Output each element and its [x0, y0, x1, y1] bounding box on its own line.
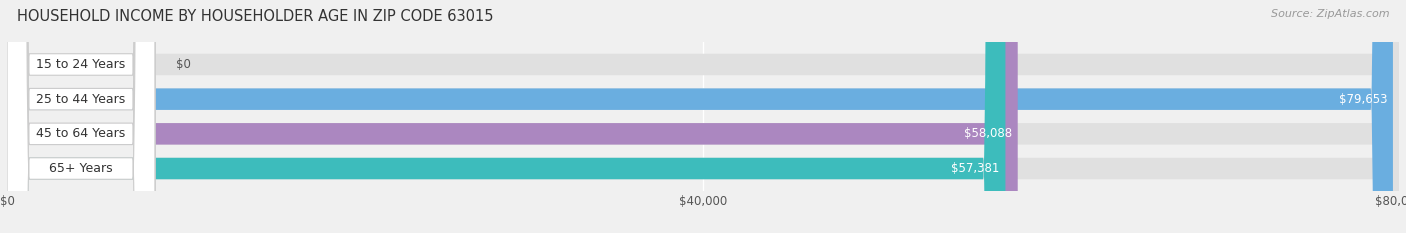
Text: 25 to 44 Years: 25 to 44 Years — [37, 93, 125, 106]
Text: HOUSEHOLD INCOME BY HOUSEHOLDER AGE IN ZIP CODE 63015: HOUSEHOLD INCOME BY HOUSEHOLDER AGE IN Z… — [17, 9, 494, 24]
Text: $79,653: $79,653 — [1339, 93, 1388, 106]
Text: 45 to 64 Years: 45 to 64 Years — [37, 127, 125, 140]
Text: 65+ Years: 65+ Years — [49, 162, 112, 175]
Text: 15 to 24 Years: 15 to 24 Years — [37, 58, 125, 71]
FancyBboxPatch shape — [7, 0, 155, 233]
Text: $58,088: $58,088 — [965, 127, 1012, 140]
FancyBboxPatch shape — [7, 0, 1399, 233]
FancyBboxPatch shape — [7, 0, 1393, 233]
FancyBboxPatch shape — [7, 0, 155, 233]
FancyBboxPatch shape — [7, 0, 155, 233]
Text: Source: ZipAtlas.com: Source: ZipAtlas.com — [1271, 9, 1389, 19]
FancyBboxPatch shape — [7, 0, 1399, 233]
FancyBboxPatch shape — [7, 0, 155, 233]
FancyBboxPatch shape — [7, 0, 1399, 233]
Text: $57,381: $57,381 — [952, 162, 1000, 175]
FancyBboxPatch shape — [7, 0, 1399, 233]
FancyBboxPatch shape — [7, 0, 1005, 233]
FancyBboxPatch shape — [7, 0, 1018, 233]
Text: $0: $0 — [176, 58, 191, 71]
